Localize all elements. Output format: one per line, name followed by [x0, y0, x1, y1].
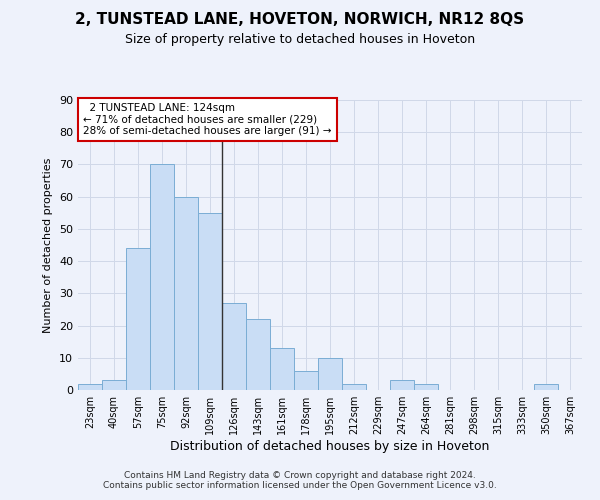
- Bar: [390, 380, 414, 390]
- Bar: [414, 384, 438, 390]
- Bar: [174, 196, 198, 390]
- Bar: [294, 370, 318, 390]
- Bar: [78, 384, 102, 390]
- Bar: [246, 319, 270, 390]
- Bar: [318, 358, 342, 390]
- Bar: [126, 248, 150, 390]
- Text: Contains HM Land Registry data © Crown copyright and database right 2024.
Contai: Contains HM Land Registry data © Crown c…: [103, 470, 497, 490]
- Text: Size of property relative to detached houses in Hoveton: Size of property relative to detached ho…: [125, 32, 475, 46]
- Bar: [150, 164, 174, 390]
- Bar: [342, 384, 366, 390]
- X-axis label: Distribution of detached houses by size in Hoveton: Distribution of detached houses by size …: [170, 440, 490, 453]
- Bar: [534, 384, 558, 390]
- Bar: [222, 303, 246, 390]
- Text: 2, TUNSTEAD LANE, HOVETON, NORWICH, NR12 8QS: 2, TUNSTEAD LANE, HOVETON, NORWICH, NR12…: [76, 12, 524, 28]
- Bar: [198, 213, 222, 390]
- Bar: [270, 348, 294, 390]
- Text: 2 TUNSTEAD LANE: 124sqm
← 71% of detached houses are smaller (229)
28% of semi-d: 2 TUNSTEAD LANE: 124sqm ← 71% of detache…: [83, 103, 332, 136]
- Bar: [102, 380, 126, 390]
- Y-axis label: Number of detached properties: Number of detached properties: [43, 158, 53, 332]
